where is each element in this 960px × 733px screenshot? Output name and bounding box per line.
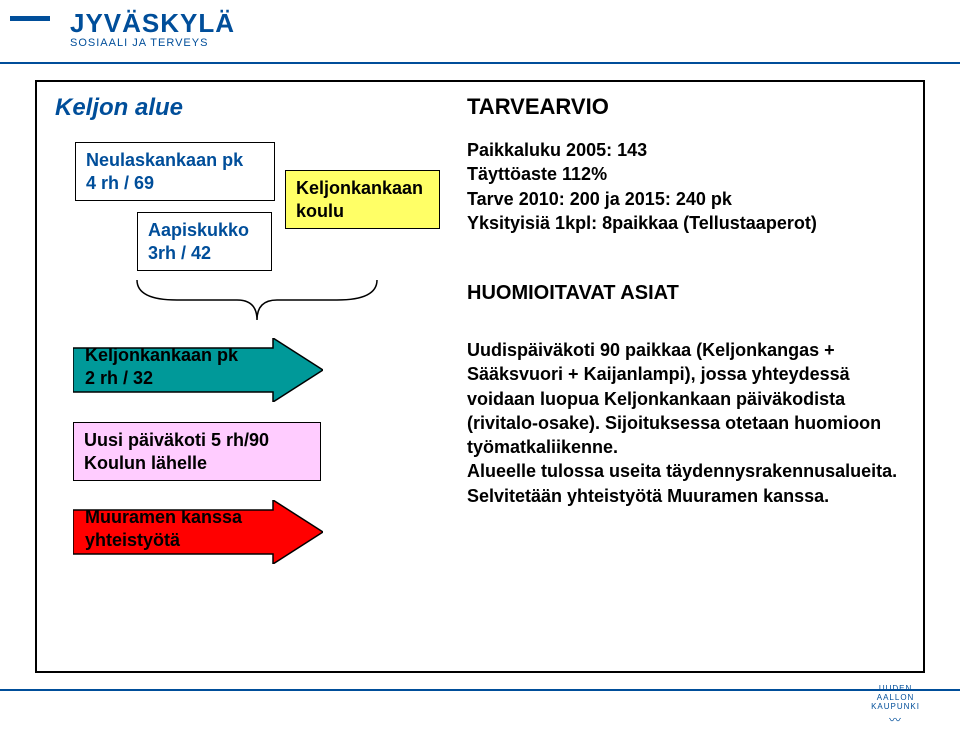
footer-line: KAUPUNKI (871, 702, 920, 711)
box-line: Koulun lähelle (84, 452, 310, 475)
footer-logo: UUDEN AALLON KAUPUNKI 〰 (871, 685, 920, 727)
header-city: JYVÄSKYLÄ (70, 8, 235, 39)
header: JYVÄSKYLÄ SOSIAALI JA TERVEYS (70, 8, 235, 49)
arrow-line: 2 rh / 32 (85, 368, 153, 388)
footer-line: UUDEN (879, 684, 912, 693)
right-line: (rivitalo-osake). Sijoituksessa otetaan … (467, 411, 899, 435)
arrow-line: Muuramen kanssa (85, 507, 242, 527)
footer-line: AALLON (877, 693, 915, 702)
right-subtitle: HUOMIOITAVAT ASIAT (467, 282, 679, 305)
arrow-keljonkankaan-pk: Keljonkankaan pk 2 rh / 32 (73, 338, 323, 402)
right-line: Paikkaluku 2005: 143 (467, 138, 899, 162)
page: JYVÄSKYLÄ SOSIAALI JA TERVEYS Keljon alu… (0, 0, 960, 733)
page-title: Keljon alue (55, 94, 183, 122)
box-line: koulu (296, 200, 429, 223)
arrow-label: Muuramen kanssa yhteistyötä (85, 506, 242, 551)
box-line: Neulaskankaan pk (86, 149, 264, 172)
rule-bottom (0, 689, 960, 691)
box-aapiskukko: Aapiskukko 3rh / 42 (137, 212, 272, 271)
right-line: Yksityisiä 1kpl: 8paikkaa (Tellustaapero… (467, 211, 899, 235)
box-neulaskankaan: Neulaskankaan pk 4 rh / 69 (75, 142, 275, 201)
right-line: Täyttöaste 112% (467, 162, 899, 186)
arrow-line: yhteistyötä (85, 530, 180, 550)
box-line: 4 rh / 69 (86, 172, 264, 195)
arrow-line: Keljonkankaan pk (85, 345, 238, 365)
right-line: työmatkaliikenne. (467, 435, 899, 459)
wave-icon: 〰 (871, 714, 920, 727)
right-line: Alueelle tulossa useita täydennysrakennu… (467, 459, 899, 483)
right-title: TARVEARVIO (467, 94, 609, 120)
right-block-tarvearvio: Paikkaluku 2005: 143 Täyttöaste 112% Tar… (467, 138, 899, 235)
arrow-muuramen: Muuramen kanssa yhteistyötä (73, 500, 323, 564)
box-line: Keljonkankaan (296, 177, 429, 200)
bracket (117, 280, 397, 330)
right-line: Sääksvuori + Kaijanlampi), jossa yhteyde… (467, 362, 899, 386)
right-block-huomioitavat: Uudispäiväkoti 90 paikkaa (Keljonkangas … (467, 338, 899, 508)
right-line: voidaan luopua Keljonkankaan päiväkodist… (467, 387, 899, 411)
header-bar (10, 16, 50, 21)
box-keljonkankaan-koulu: Keljonkankaan koulu (285, 170, 440, 229)
box-line: 3rh / 42 (148, 242, 261, 265)
bracket-svg (117, 280, 397, 330)
arrow-label: Keljonkankaan pk 2 rh / 32 (85, 344, 238, 389)
box-uusi-paivakoti: Uusi päiväkoti 5 rh/90 Koulun lähelle (73, 422, 321, 481)
right-line: Selvitetään yhteistyötä Muuramen kanssa. (467, 484, 899, 508)
content-frame: Keljon alue Neulaskankaan pk 4 rh / 69 A… (35, 80, 925, 673)
right-line: Uudispäiväkoti 90 paikkaa (Keljonkangas … (467, 338, 899, 362)
right-line: Tarve 2010: 200 ja 2015: 240 pk (467, 187, 899, 211)
box-line: Uusi päiväkoti 5 rh/90 (84, 429, 310, 452)
box-line: Aapiskukko (148, 219, 261, 242)
rule-top (0, 62, 960, 64)
